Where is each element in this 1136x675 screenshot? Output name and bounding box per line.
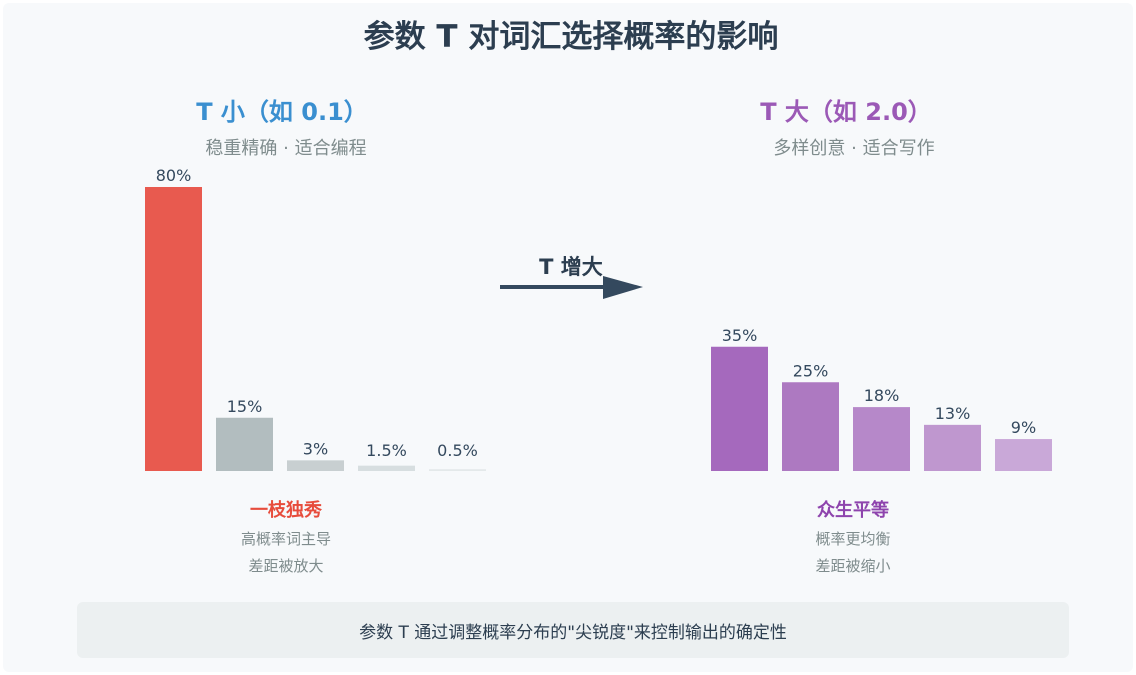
arrow-label: T 增大 [539,255,603,279]
left-bar-5 [429,469,486,471]
right-caption-title: 众生平等 [817,499,889,521]
right-bar-label-1: 35% [722,326,758,345]
left-bar-label-2: 15% [227,397,263,416]
right-bar-label-4: 13% [935,404,971,423]
left-bar-3 [287,460,344,471]
increase-arrow [500,276,643,299]
chart-svg: 参数 T 对词汇选择概率的影响 T 小（如 0.1） 稳重精确 · 适合编程 T… [145,19,1052,575]
left-caption-line-2: 差距被放大 [248,557,323,575]
left-bar-label-3: 3% [303,439,328,458]
left-caption-title: 一枝独秀 [250,499,322,521]
left-chart-heading: T 小（如 0.1） [196,98,368,126]
right-caption-line-1: 概率更均衡 [815,530,890,548]
left-bar-1 [145,187,202,471]
right-bar-3 [853,407,910,471]
right-bar-label-5: 9% [1011,418,1036,437]
chart-title: 参数 T 对词汇选择概率的影响 [364,19,779,55]
left-bar-4 [358,465,415,471]
left-bar-label-4: 1.5% [366,441,407,460]
right-chart-bars: 35% 25% 18% 13% 9% [711,326,1052,471]
right-bar-label-3: 18% [864,386,900,405]
left-chart-bars: 80% 15% 3% 1.5% 0.5% [145,166,486,471]
left-chart-subtitle: 稳重精确 · 适合编程 [205,138,366,159]
right-caption-line-2: 差距被缩小 [815,557,890,575]
arrow-head-icon [603,276,643,299]
footer-note: 参数 T 通过调整概率分布的"尖锐度"来控制输出的确定性 [77,602,1069,658]
right-bar-5 [995,439,1052,471]
right-bar-4 [924,424,981,471]
right-bar-2 [782,382,839,471]
left-bar-2 [216,417,273,471]
right-bar-1 [711,346,768,471]
figure-canvas: 参数 T 对词汇选择概率的影响 T 小（如 0.1） 稳重精确 · 适合编程 T… [3,3,1133,672]
right-bar-label-2: 25% [793,361,829,380]
right-chart-subtitle: 多样创意 · 适合写作 [773,138,934,159]
left-caption-line-1: 高概率词主导 [241,530,331,548]
footer-text: 参数 T 通过调整概率分布的"尖锐度"来控制输出的确定性 [359,622,787,643]
left-bar-label-5: 0.5% [437,441,478,460]
right-chart-heading: T 大（如 2.0） [760,98,932,126]
left-bar-label-1: 80% [156,166,192,185]
